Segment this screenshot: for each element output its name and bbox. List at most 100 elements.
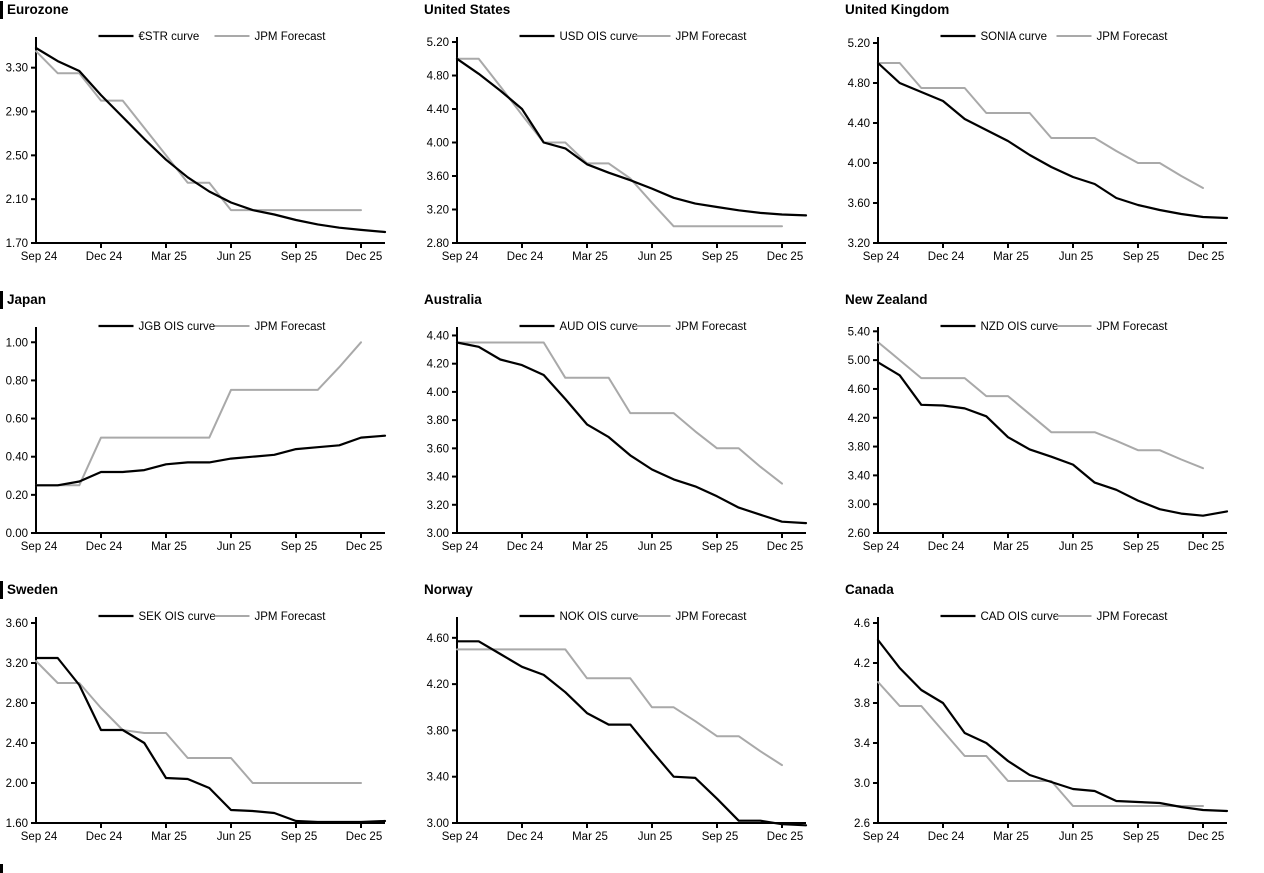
- x-tick-label: Mar 25: [151, 831, 187, 843]
- x-tick-label: Dec 24: [507, 251, 544, 263]
- y-tick-label: 3.0: [854, 778, 870, 790]
- series-line-market: [34, 656, 387, 824]
- x-tick-label: Dec 24: [86, 541, 123, 553]
- chart-canvas: Norway 3.00 3.40 3.80 4.20 4.60 Sep 24 Dec 24 Ma…: [424, 582, 808, 843]
- x-tick-label: Dec 24: [86, 831, 123, 843]
- x-tick-label: Sep 24: [21, 251, 58, 263]
- y-tick-label: 4.20: [427, 679, 449, 691]
- legend-item-forecast: JPM Forecast: [1056, 31, 1168, 43]
- x-tick-label: Dec 25: [1188, 251, 1224, 263]
- legend-label: JPM Forecast: [255, 31, 327, 43]
- x-tick-label: Sep 25: [281, 831, 317, 843]
- chart-panel-canada: Canada 2.6 3.0 3.4 3.8 4.2 4.6 Sep 24 Dec 24 Mar …: [842, 580, 1263, 873]
- series-line-market: [876, 638, 1229, 813]
- y-tick-label: 2.6: [854, 818, 870, 830]
- chart-title: Eurozone: [7, 2, 69, 17]
- chart-canvas: United States 2.80 3.20 3.60 4.00 4.40 4.80 5.2…: [424, 2, 808, 263]
- legend-label: JPM Forecast: [1097, 321, 1169, 333]
- legend-item-forecast: JPM Forecast: [1056, 611, 1169, 623]
- y-tick-label: 5.20: [427, 37, 449, 49]
- chart-panel-new-zealand: New Zealand 2.60 3.00 3.40 3.80 4.20 4.60 5.00 5…: [842, 290, 1263, 580]
- chart-canvas: Sweden 1.60 2.00 2.40 2.80 3.20 3.60 Sep 24 Dec …: [0, 581, 387, 843]
- chart-title: Australia: [424, 292, 482, 307]
- y-tick-label: 3.80: [427, 415, 449, 427]
- section-bar: [0, 291, 3, 309]
- series-line-forecast: [877, 681, 1204, 807]
- x-tick-label: Sep 25: [702, 251, 738, 263]
- series-line-forecast: [35, 660, 362, 784]
- series-line-market: [876, 361, 1229, 517]
- legend-label: JGB OIS curve: [139, 321, 216, 333]
- y-tick-label: 2.90: [6, 107, 28, 119]
- y-tick-label: 3.40: [848, 470, 870, 482]
- legend-item-market: NZD OIS curve: [940, 321, 1058, 333]
- x-tick-label: Dec 25: [767, 541, 803, 553]
- series-line-market: [455, 640, 808, 827]
- series-line-forecast: [35, 341, 362, 487]
- y-tick-label: 3.4: [854, 738, 871, 750]
- chart-panel-united-states: United States 2.80 3.20 3.60 4.00 4.40 4.80 5.2…: [421, 0, 842, 290]
- x-tick-label: Dec 25: [1188, 541, 1224, 553]
- y-tick-label: 2.10: [6, 194, 28, 206]
- legend-label: JPM Forecast: [676, 321, 748, 333]
- x-tick-label: Sep 24: [863, 541, 900, 553]
- x-tick-label: Jun 25: [638, 541, 673, 553]
- legend-item-forecast: JPM Forecast: [214, 321, 326, 333]
- legend-item-market: €STR curve: [98, 31, 200, 43]
- x-tick-label: Jun 25: [1059, 251, 1094, 263]
- x-tick-label: Sep 24: [442, 831, 479, 843]
- x-tick-label: Jun 25: [1059, 831, 1094, 843]
- y-tick-label: 4.60: [848, 384, 870, 396]
- x-tick-label: Sep 24: [863, 831, 900, 843]
- y-tick-label: 2.50: [6, 150, 28, 162]
- y-tick-label: 3.00: [427, 818, 449, 830]
- series-line-forecast: [456, 57, 783, 228]
- y-tick-label: 0.60: [6, 414, 28, 426]
- chart-title: Canada: [845, 582, 894, 597]
- y-tick-label: 5.40: [848, 326, 870, 338]
- y-tick-label: 3.20: [6, 658, 28, 670]
- chart-title: Norway: [424, 582, 473, 597]
- x-tick-label: Sep 25: [1123, 541, 1159, 553]
- x-tick-label: Jun 25: [217, 831, 252, 843]
- legend-label: NOK OIS curve: [560, 611, 639, 623]
- x-tick-label: Dec 25: [767, 831, 803, 843]
- legend-label: JPM Forecast: [1097, 611, 1169, 623]
- x-tick-label: Dec 24: [507, 831, 544, 843]
- x-tick-label: Dec 24: [928, 541, 965, 553]
- chart-title: United States: [424, 2, 510, 17]
- y-tick-label: 1.00: [6, 337, 28, 349]
- x-tick-label: Mar 25: [572, 831, 608, 843]
- legend-label: AUD OIS curve: [560, 321, 639, 333]
- series-line-forecast: [877, 62, 1204, 189]
- x-tick-label: Mar 25: [993, 831, 1029, 843]
- section-bar: [0, 581, 3, 599]
- x-tick-label: Mar 25: [572, 541, 608, 553]
- x-tick-label: Sep 24: [442, 541, 479, 553]
- x-tick-label: Sep 25: [702, 541, 738, 553]
- y-tick-label: 3.40: [427, 472, 449, 484]
- chart-canvas: United Kingdom 3.20 3.60 4.00 4.40 4.80 5.20 Se…: [845, 2, 1229, 263]
- chart-title: Sweden: [7, 582, 58, 597]
- legend-label: €STR curve: [139, 31, 200, 43]
- x-tick-label: Dec 25: [1188, 831, 1224, 843]
- y-tick-label: 2.60: [848, 528, 870, 540]
- legend-label: JPM Forecast: [255, 611, 327, 623]
- y-tick-label: 4.60: [427, 633, 449, 645]
- x-tick-label: Jun 25: [217, 251, 252, 263]
- y-tick-label: 3.00: [427, 528, 449, 540]
- y-tick-label: 0.00: [6, 528, 28, 540]
- x-tick-label: Mar 25: [151, 541, 187, 553]
- legend-item-market: USD OIS curve: [519, 31, 638, 43]
- y-tick-label: 5.20: [848, 38, 870, 50]
- chart-panel-australia: Australia 3.00 3.20 3.40 3.60 3.80 4.00 4.20 4.4…: [421, 290, 842, 580]
- y-tick-label: 3.60: [6, 618, 28, 630]
- y-tick-label: 3.20: [427, 500, 449, 512]
- chart-title: United Kingdom: [845, 2, 949, 17]
- y-tick-label: 2.80: [6, 698, 28, 710]
- series-line-market: [34, 46, 387, 234]
- y-tick-label: 5.00: [848, 355, 870, 367]
- x-tick-label: Mar 25: [151, 251, 187, 263]
- y-tick-label: 3.30: [6, 63, 28, 75]
